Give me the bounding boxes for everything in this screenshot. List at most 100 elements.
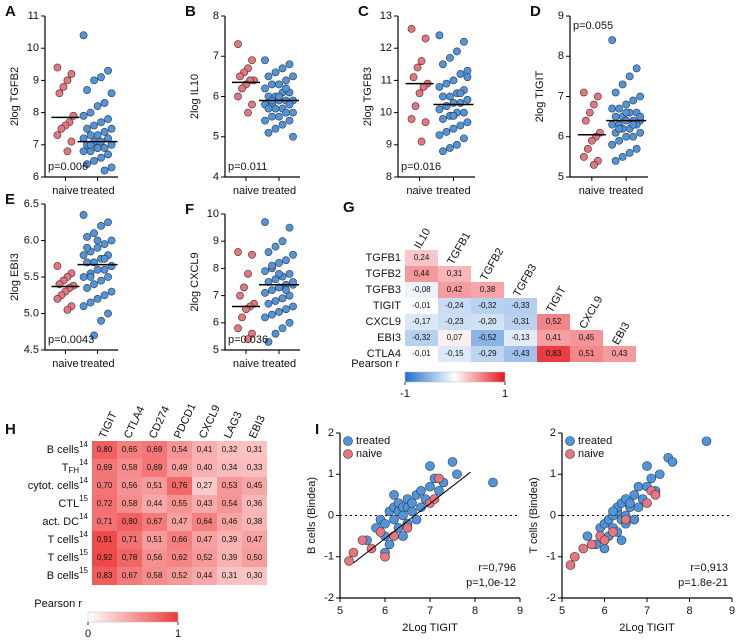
data-point xyxy=(53,262,62,270)
data-point xyxy=(271,242,280,251)
row-label-superscript: 14 xyxy=(79,476,88,485)
data-point xyxy=(650,490,661,500)
data-point xyxy=(446,144,454,152)
row-label-superscript: 14 xyxy=(79,440,88,449)
data-point xyxy=(622,100,631,109)
row-label: cytot. cells14 xyxy=(28,476,89,492)
data-point xyxy=(633,481,644,492)
p-value: p=0.036 xyxy=(228,334,268,346)
data-point xyxy=(380,551,390,562)
data-point xyxy=(79,273,88,281)
data-point xyxy=(248,250,256,259)
data-point xyxy=(421,34,430,43)
cell-label: 0,41 xyxy=(197,445,213,454)
data-point xyxy=(633,502,644,513)
data-point xyxy=(434,473,444,484)
heatmap-cell xyxy=(167,513,192,531)
data-point xyxy=(344,556,354,566)
cell-label: 0,83 xyxy=(97,571,113,580)
cell-label: 0,51 xyxy=(147,481,163,490)
row-label: T cells14 xyxy=(48,530,89,546)
cell-label: 0,42 xyxy=(447,285,463,294)
cell-label: 0,30 xyxy=(247,571,263,580)
data-point xyxy=(97,276,105,285)
heatmap-cell xyxy=(603,346,636,362)
cell-label: -0,24 xyxy=(445,301,464,310)
cell-label: 0,38 xyxy=(247,517,263,526)
row-label: CTLA4 xyxy=(367,348,401,360)
data-point xyxy=(261,288,269,297)
x-tick-label: treated xyxy=(80,185,114,197)
data-point xyxy=(636,128,645,137)
data-point xyxy=(90,280,98,289)
heatmap-cell xyxy=(471,330,504,346)
data-point xyxy=(456,70,465,78)
y-axis-label: 2log TGFB2 xyxy=(9,67,21,126)
cell-label: 0,34 xyxy=(222,463,238,472)
heatmap-cell xyxy=(242,459,267,477)
cell-label: 0,45 xyxy=(247,481,263,490)
data-point xyxy=(608,104,617,113)
data-point xyxy=(264,104,273,113)
data-point xyxy=(90,156,98,165)
y-tick-label: 0 xyxy=(550,509,556,521)
data-point xyxy=(282,256,290,265)
heatmap-cell xyxy=(438,314,471,330)
data-point xyxy=(261,218,269,227)
column-label: CXCL9 xyxy=(197,403,223,440)
cell-label: 0,27 xyxy=(197,481,213,490)
data-point xyxy=(608,120,617,129)
data-point xyxy=(236,291,244,300)
y-tick-label: 6 xyxy=(213,317,219,329)
cell-label: -0,31 xyxy=(511,317,530,326)
legend-label: naive xyxy=(356,448,382,460)
heatmap-cell xyxy=(192,441,217,459)
data-point xyxy=(608,506,618,517)
cell-label: -0,32 xyxy=(412,333,431,342)
row-label-superscript: 15 xyxy=(79,494,88,503)
data-point xyxy=(268,80,276,89)
heatmap-cell xyxy=(217,549,242,567)
heatmap-cell xyxy=(142,441,167,459)
colorbar-tick-label: 0 xyxy=(85,628,91,640)
cell-label: 0,51 xyxy=(579,349,595,358)
p-value: p=0.011 xyxy=(228,161,267,173)
data-point xyxy=(425,481,435,492)
data-point xyxy=(446,92,454,101)
data-point xyxy=(608,140,617,149)
x-tick-label: 5 xyxy=(559,605,565,617)
data-point xyxy=(79,147,88,156)
row-label: EBI3 xyxy=(377,332,401,344)
data-point xyxy=(278,294,287,303)
y-tick-label: 5 xyxy=(213,344,219,356)
heatmap-cell xyxy=(217,495,242,513)
data-point xyxy=(411,514,422,525)
data-point xyxy=(585,108,594,117)
panel-letter: H xyxy=(5,421,16,438)
y-tick-label: 11 xyxy=(28,10,39,22)
cell-label: 0,39 xyxy=(222,553,238,562)
p-value: p=0.006 xyxy=(48,161,88,173)
data-point xyxy=(629,514,640,525)
x-tick-label: naive xyxy=(233,185,259,197)
data-point xyxy=(434,485,444,496)
data-point xyxy=(93,294,102,303)
heatmap-cell xyxy=(192,477,217,495)
heatmap-cell xyxy=(92,531,117,549)
data-point xyxy=(97,316,105,325)
data-point xyxy=(107,287,116,296)
heatmap-cell xyxy=(504,330,537,346)
heatmap-cell xyxy=(471,282,504,298)
data-point xyxy=(79,302,88,311)
x-tick-label: naive xyxy=(233,358,259,370)
data-point xyxy=(442,79,451,88)
y-tick-label: 6 xyxy=(33,171,39,183)
row-label-text: CTL xyxy=(58,498,79,510)
data-point xyxy=(589,100,598,109)
panel-letter: F xyxy=(185,201,194,218)
x-tick-label: naive xyxy=(52,185,78,197)
data-point xyxy=(261,84,269,93)
data-point xyxy=(93,243,102,252)
data-point xyxy=(107,124,116,133)
y-tick-label: 8 xyxy=(386,171,392,183)
